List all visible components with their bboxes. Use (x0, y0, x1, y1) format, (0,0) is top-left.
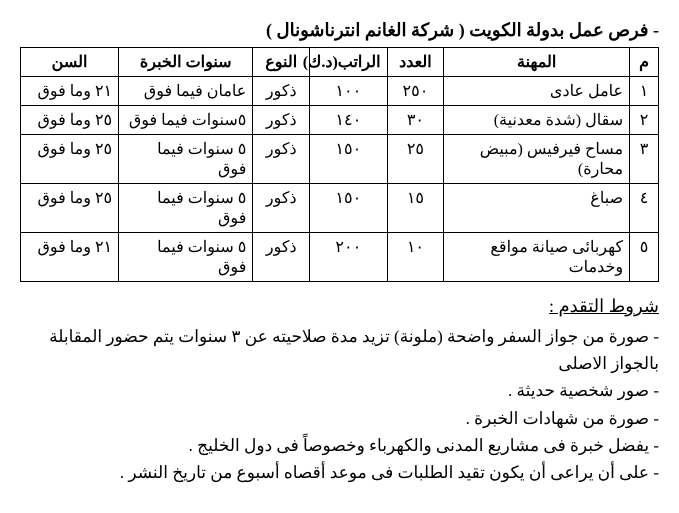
table-row: ٢سقال (شدة معدنية)٣٠١٤٠ذكور٥سنوات فيما ف… (21, 106, 659, 135)
cell-age: ٢٥ وما فوق (21, 106, 119, 135)
cell-count: ٣٠ (387, 106, 444, 135)
cell-gender: ذكور (253, 184, 310, 233)
cell-job: صباغ (444, 184, 630, 233)
cell-salary: ١٥٠ (310, 135, 387, 184)
cell-salary: ١٠٠ (310, 77, 387, 106)
cell-count: ١٠ (387, 233, 444, 282)
cell-m: ٥ (630, 233, 659, 282)
table-row: ٣مساح فيرفيس (مبيض محارة)٢٥١٥٠ذكور٥ سنوا… (21, 135, 659, 184)
cell-m: ١ (630, 77, 659, 106)
header-gender: النوع (253, 48, 310, 77)
jobs-table: م المهنة العدد الراتب(د.ك) النوع سنوات ا… (20, 47, 659, 282)
table-row: ٤صباغ١٥١٥٠ذكور٥ سنوات فيما فوق٢٥ وما فوق (21, 184, 659, 233)
cell-exp: ٥ سنوات فيما فوق (119, 135, 253, 184)
table-row: ١عامل عادى٢٥٠١٠٠ذكورعامان فيما فوق٢١ وما… (21, 77, 659, 106)
header-job: المهنة (444, 48, 630, 77)
cell-salary: ١٥٠ (310, 184, 387, 233)
condition-item: - صور شخصية حديثة . (20, 377, 659, 404)
condition-item: - على أن يراعى أن يكون تقيد الطلبات فى م… (20, 459, 659, 486)
cell-m: ٣ (630, 135, 659, 184)
header-salary: الراتب(د.ك) (310, 48, 387, 77)
cell-age: ٢٥ وما فوق (21, 184, 119, 233)
conditions-heading: شروط التقدم : (20, 296, 659, 317)
table-header-row: م المهنة العدد الراتب(د.ك) النوع سنوات ا… (21, 48, 659, 77)
cell-job: كهربائى صيانة مواقع وخدمات (444, 233, 630, 282)
cell-job: مساح فيرفيس (مبيض محارة) (444, 135, 630, 184)
cell-gender: ذكور (253, 135, 310, 184)
cell-gender: ذكور (253, 106, 310, 135)
header-exp: سنوات الخبرة (119, 48, 253, 77)
cell-age: ٢١ وما فوق (21, 77, 119, 106)
cell-gender: ذكور (253, 77, 310, 106)
cell-exp: ٥ سنوات فيما فوق (119, 233, 253, 282)
condition-item: - يفضل خبرة فى مشاريع المدنى والكهرباء و… (20, 432, 659, 459)
cell-count: ٢٥٠ (387, 77, 444, 106)
cell-salary: ١٤٠ (310, 106, 387, 135)
cell-exp: ٥ سنوات فيما فوق (119, 184, 253, 233)
header-count: العدد (387, 48, 444, 77)
condition-item: - صورة من جواز السفر واضحة (ملونة) تزيد … (20, 323, 659, 377)
table-row: ٥كهربائى صيانة مواقع وخدمات١٠٢٠٠ذكور٥ سن… (21, 233, 659, 282)
header-age: السن (21, 48, 119, 77)
page-title: - فرص عمل بدولة الكويت ( شركة الغانم انت… (20, 20, 659, 41)
cell-age: ٢٥ وما فوق (21, 135, 119, 184)
cell-age: ٢١ وما فوق (21, 233, 119, 282)
cell-m: ٤ (630, 184, 659, 233)
cell-job: سقال (شدة معدنية) (444, 106, 630, 135)
cell-job: عامل عادى (444, 77, 630, 106)
cell-gender: ذكور (253, 233, 310, 282)
cell-count: ١٥ (387, 184, 444, 233)
cell-exp: عامان فيما فوق (119, 77, 253, 106)
cell-count: ٢٥ (387, 135, 444, 184)
header-m: م (630, 48, 659, 77)
cell-m: ٢ (630, 106, 659, 135)
condition-item: - صورة من شهادات الخبرة . (20, 405, 659, 432)
cell-exp: ٥سنوات فيما فوق (119, 106, 253, 135)
cell-salary: ٢٠٠ (310, 233, 387, 282)
